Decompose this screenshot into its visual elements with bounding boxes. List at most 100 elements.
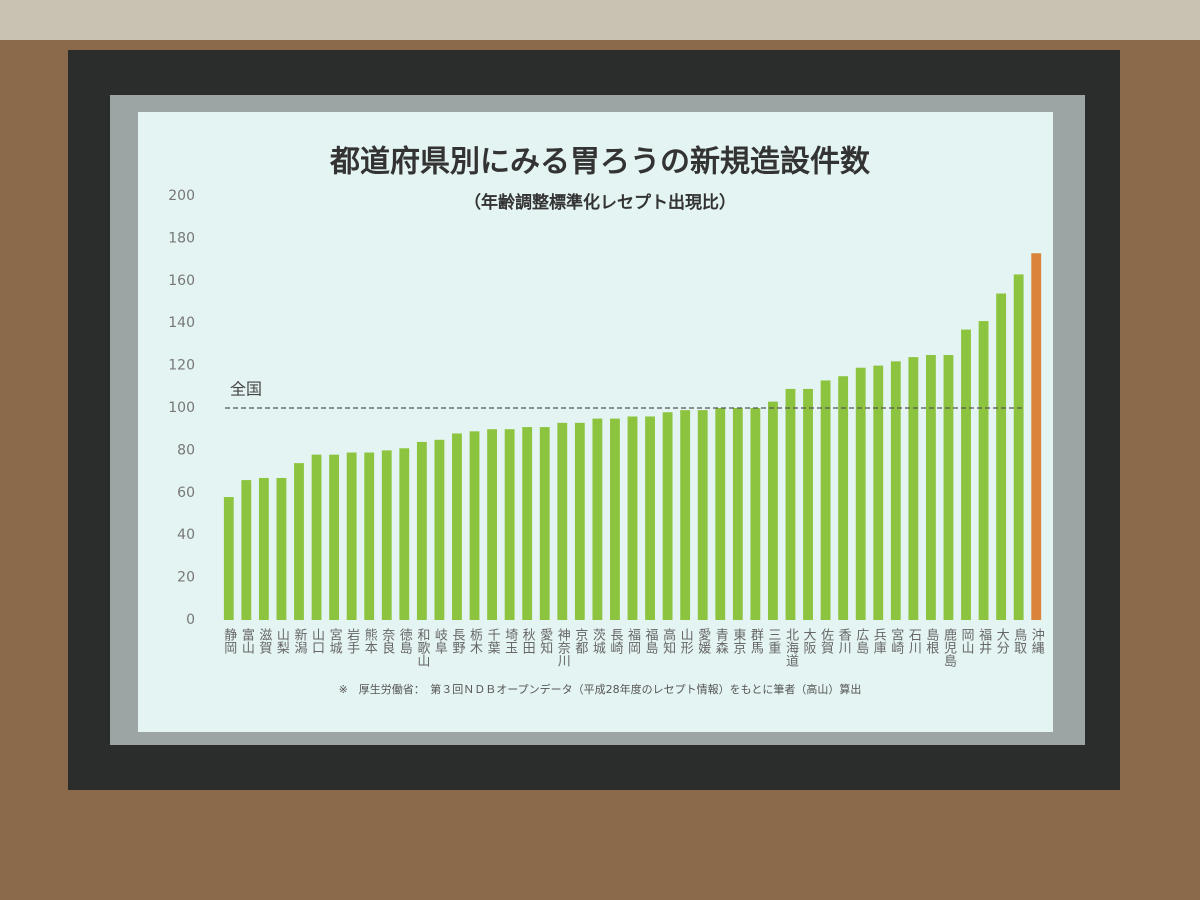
- ceiling: [0, 0, 1200, 40]
- x-tick-label: 千葉: [485, 628, 501, 654]
- bar: [329, 454, 340, 620]
- bar: [610, 418, 620, 620]
- bar: [504, 429, 515, 620]
- bar: [469, 431, 480, 620]
- y-tick-label: 80: [177, 442, 195, 458]
- bar: [890, 361, 901, 620]
- bar: [434, 439, 445, 620]
- bar: [645, 416, 655, 620]
- bar: [1013, 274, 1024, 620]
- y-tick-label: 200: [168, 188, 195, 204]
- bar: [592, 418, 603, 620]
- bar: [680, 410, 691, 620]
- x-tick-label: 静岡: [221, 628, 237, 654]
- bar: [908, 357, 919, 620]
- y-tick-label: 40: [177, 527, 195, 543]
- x-tick-label: 三重: [765, 628, 781, 654]
- bar: [452, 433, 462, 620]
- bar: [1031, 253, 1042, 621]
- bar: [627, 416, 638, 620]
- x-tick-label: 栃木: [467, 628, 483, 654]
- x-tick-label: 香川: [836, 628, 852, 654]
- x-tick-label: 新潟: [291, 627, 307, 654]
- x-tick-label: 長崎: [607, 628, 623, 654]
- x-tick-label: 沖縄: [1029, 628, 1045, 654]
- bar: [557, 422, 568, 620]
- y-tick-label: 140: [168, 315, 195, 331]
- x-tick-label: 島根: [923, 628, 939, 654]
- x-tick-label: 鳥取: [1011, 628, 1026, 654]
- x-tick-label: 高知: [660, 627, 676, 654]
- x-tick-label: 兵庫: [871, 628, 887, 654]
- bar: [732, 408, 743, 620]
- bar: [364, 452, 375, 620]
- bar: [276, 477, 287, 620]
- x-tick-label: 熊本: [362, 627, 378, 654]
- y-tick-label: 60: [177, 485, 195, 501]
- x-tick-label: 福岡: [625, 628, 641, 654]
- x-tick-label: 青森: [713, 628, 729, 654]
- x-tick-label: 愛媛: [695, 628, 711, 655]
- bar: [838, 376, 849, 620]
- bar: [855, 367, 866, 620]
- bar: [574, 422, 585, 620]
- x-tick-label: 秋田: [520, 628, 536, 654]
- x-tick-label: 和歌山: [414, 628, 430, 667]
- bar: [399, 448, 410, 620]
- x-tick-label: 東京: [730, 627, 746, 654]
- reference-label: 全国: [230, 380, 262, 399]
- x-tick-label: 宮崎: [888, 627, 904, 654]
- bar: [346, 452, 357, 620]
- x-tick-label: 滋賀: [256, 628, 272, 654]
- bar: [539, 427, 550, 620]
- x-tick-label: 大阪: [801, 628, 817, 655]
- footnote: ※ 厚生労働省： 第３回ＮＤＢオープンデータ（平成28年度のレセプト情報）をもと…: [339, 682, 862, 696]
- y-tick-label: 100: [168, 400, 195, 416]
- bar: [522, 427, 533, 620]
- bar: [925, 355, 936, 620]
- x-tick-label: 岩手: [344, 628, 360, 654]
- bar: [223, 497, 234, 620]
- x-tick-label: 長野: [449, 628, 465, 654]
- bar: [820, 380, 831, 620]
- x-tick-label: 鹿児島: [941, 627, 957, 667]
- x-tick-label: 石川: [906, 628, 922, 654]
- bar: [943, 355, 954, 620]
- x-tick-label: 京都: [572, 628, 588, 654]
- y-tick-label: 0: [186, 612, 195, 628]
- x-tick-label: 群馬: [748, 628, 764, 654]
- x-tick-label: 福井: [976, 628, 992, 655]
- bar: [697, 410, 708, 620]
- x-tick-label: 大分: [994, 628, 1010, 655]
- x-tick-label: 宮城: [327, 627, 343, 655]
- x-tick-label: 北海道: [783, 628, 799, 667]
- bar: [416, 441, 427, 620]
- x-tick-label: 山梨: [274, 628, 290, 654]
- y-tick-label: 160: [168, 273, 195, 289]
- y-tick-label: 120: [168, 358, 195, 374]
- bar: [241, 480, 252, 620]
- bar: [715, 408, 726, 620]
- y-tick-label: 20: [177, 570, 195, 586]
- bar: [768, 401, 778, 620]
- x-tick-label: 埼玉: [502, 628, 518, 654]
- bar: [487, 429, 497, 620]
- x-tick-label: 岡山: [959, 628, 974, 654]
- x-tick-label: 奈良: [379, 628, 395, 654]
- bar: [311, 454, 322, 620]
- chart-subtitle: （年齢調整標準化レセプト出現比）: [464, 192, 736, 213]
- bar: [662, 412, 673, 620]
- bar: [803, 388, 813, 620]
- bar: [381, 450, 392, 620]
- x-tick-label: 神奈川: [555, 628, 571, 667]
- x-tick-label: 岐阜: [432, 628, 448, 654]
- x-tick-label: 広島: [853, 628, 869, 654]
- chart-title: 都道府県別にみる胃ろうの新規造設件数: [329, 145, 871, 180]
- bar: [785, 388, 796, 620]
- bar: [294, 463, 304, 620]
- x-tick-label: 山口: [309, 628, 324, 654]
- bar: [978, 321, 989, 620]
- x-tick-label: 茨城: [590, 628, 606, 655]
